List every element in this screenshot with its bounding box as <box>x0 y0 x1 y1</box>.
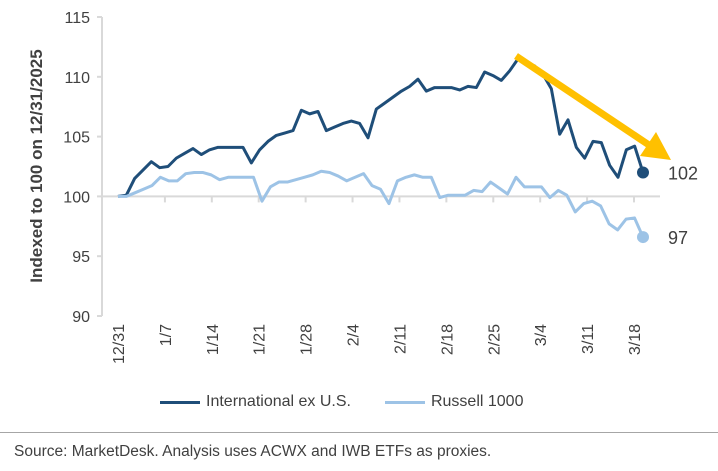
x-tick-label: 2/4 <box>346 324 363 346</box>
x-tick-label: 2/11 <box>392 324 409 354</box>
trend-arrow-head-icon <box>640 132 671 160</box>
legend-label-international: International ex U.S. <box>206 393 351 410</box>
trend-arrow-shaft <box>514 53 657 152</box>
y-tick-label: 100 <box>63 189 90 206</box>
x-tick-label: 2/18 <box>439 324 456 355</box>
x-tick-label: 1/7 <box>158 324 175 346</box>
x-tick-label: 3/18 <box>627 324 644 355</box>
x-tick-label: 1/14 <box>205 324 222 355</box>
end-label: 97 <box>668 228 688 248</box>
y-tick-label: 110 <box>64 70 90 87</box>
x-tick-label: 2/25 <box>486 324 503 355</box>
x-tick-label: 3/11 <box>580 324 597 354</box>
y-tick-label: 115 <box>64 10 90 27</box>
divider <box>0 432 718 433</box>
legend-swatch-russell <box>384 400 425 404</box>
end-label: 102 <box>668 163 698 183</box>
line-chart: 90 95 100 105 110 115 Indexed to 100 on 12/31/… <box>27 10 698 364</box>
x-tick-label: 3/4 <box>533 324 550 346</box>
series-line-international <box>117 57 645 198</box>
series-line-russell-1000 <box>118 169 645 238</box>
x-tick-label: 1/21 <box>252 324 269 355</box>
x-tick-label: 12/31 <box>111 324 128 364</box>
legend-label-russell: Russell 1000 <box>430 393 524 410</box>
legend-swatch-international <box>160 400 200 404</box>
y-axis-title: Indexed to 100 on 12/31/2025 <box>27 49 46 282</box>
y-tick-label: 90 <box>72 309 90 326</box>
end-marker <box>637 166 649 179</box>
legend: International ex U.S. Russell 1000 <box>160 393 523 411</box>
y-tick-label: 105 <box>63 130 90 147</box>
end-marker <box>637 231 649 244</box>
x-tick-label: 1/28 <box>299 324 316 355</box>
y-tick-label: 95 <box>72 249 90 266</box>
source-note: Source: MarketDesk. Analysis uses ACWX a… <box>14 443 492 460</box>
